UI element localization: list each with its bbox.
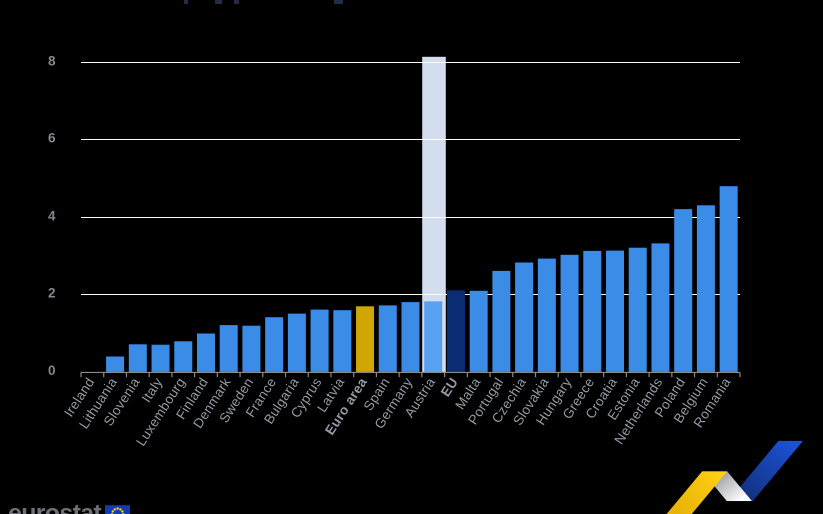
svg-text:6: 6 xyxy=(48,131,56,146)
svg-text:0: 0 xyxy=(48,363,56,378)
svg-text:4: 4 xyxy=(48,209,56,224)
svg-text:2: 2 xyxy=(48,286,56,301)
svg-text:eurostat: eurostat xyxy=(8,499,102,514)
svg-text:8: 8 xyxy=(48,54,56,69)
